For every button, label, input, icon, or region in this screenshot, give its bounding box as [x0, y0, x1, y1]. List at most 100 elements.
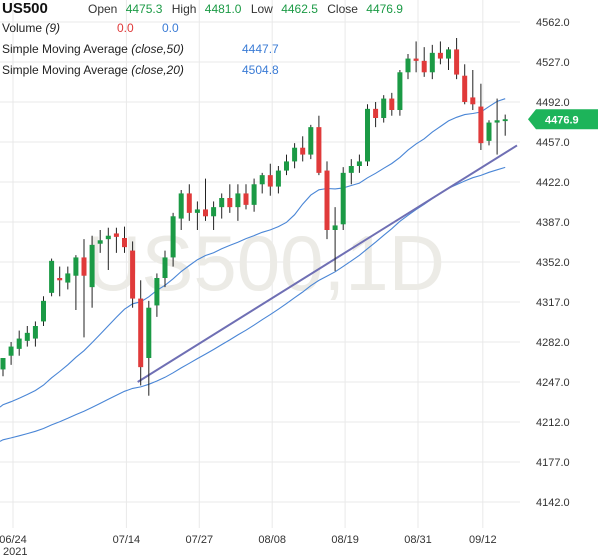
x-tick-label: 07/14 — [113, 534, 141, 546]
candle-body[interactable] — [8, 346, 14, 356]
x-tick-label: 08/08 — [258, 534, 286, 546]
volume-label: Volume — [2, 21, 43, 35]
current-price-badge — [528, 109, 598, 130]
x-tick-label: 06/24 — [0, 534, 27, 546]
volume-param: (9) — [45, 21, 61, 35]
sma20-label: Simple Moving Average — [2, 63, 128, 77]
sma20-value: 4504.8 — [242, 63, 279, 77]
candle-body[interactable] — [502, 119, 508, 122]
candle-body[interactable] — [284, 161, 289, 171]
candle-body[interactable] — [324, 170, 330, 230]
candle-body[interactable] — [478, 106, 484, 144]
candle-body[interactable] — [154, 278, 160, 306]
volume-legend[interactable]: Volume (9) — [2, 21, 60, 35]
candle-body[interactable] — [267, 175, 273, 187]
candle-body[interactable] — [178, 193, 184, 219]
candle-body[interactable] — [219, 198, 225, 208]
high-label: High — [171, 2, 197, 16]
candle-body[interactable] — [32, 326, 38, 339]
candle-body[interactable] — [243, 193, 249, 205]
candle-body[interactable] — [421, 60, 427, 73]
symbol-label[interactable]: US500 — [2, 0, 48, 17]
candle-body[interactable] — [462, 75, 468, 102]
candle-body[interactable] — [81, 257, 87, 276]
candle-body[interactable] — [162, 257, 168, 278]
candle-body[interactable] — [97, 240, 103, 244]
candle-body[interactable] — [389, 98, 395, 110]
candle-body[interactable] — [122, 238, 127, 248]
trendline[interactable] — [137, 144, 518, 383]
y-tick-label: 4352.0 — [536, 257, 570, 269]
candle-body[interactable] — [470, 97, 476, 105]
candle-body[interactable] — [332, 225, 338, 230]
candle-body[interactable] — [275, 170, 281, 187]
volume-value-2: 0.0 — [162, 21, 179, 35]
year-label: 2021 — [3, 546, 27, 558]
candle-body[interactable] — [365, 108, 370, 162]
candle-body[interactable] — [41, 300, 46, 322]
watermark-text: US500,1D — [85, 219, 445, 307]
candle-body[interactable] — [89, 244, 95, 288]
candle-body[interactable] — [446, 49, 451, 59]
candle-body[interactable] — [227, 198, 233, 208]
candle-body[interactable] — [413, 58, 419, 61]
candle-body[interactable] — [113, 233, 119, 237]
sma20-legend[interactable]: Simple Moving Average (close,20) — [2, 63, 184, 77]
candle-body[interactable] — [373, 108, 379, 118]
candle-body[interactable] — [138, 298, 144, 368]
current-price-label: 4476.9 — [545, 114, 579, 126]
candle-body[interactable] — [203, 209, 208, 217]
candle-body[interactable] — [437, 52, 443, 59]
sma20-param: (close,20) — [131, 63, 184, 77]
candle-body[interactable] — [251, 184, 257, 205]
candle-body[interactable] — [16, 338, 22, 349]
candle-body[interactable] — [348, 166, 354, 173]
candle-body[interactable] — [292, 147, 298, 162]
x-tick-label: 08/31 — [404, 534, 432, 546]
candle-body[interactable] — [454, 49, 460, 75]
candle-body[interactable] — [211, 207, 217, 217]
y-tick-label: 4457.0 — [536, 137, 570, 149]
candle-body[interactable] — [397, 72, 403, 110]
sma50-param: (close,50) — [131, 42, 184, 56]
candle-body[interactable] — [235, 193, 241, 208]
close-value: 4476.9 — [366, 2, 403, 16]
y-tick-label: 4212.0 — [536, 417, 570, 429]
candle-body[interactable] — [381, 98, 387, 118]
y-tick-label: 4317.0 — [536, 297, 570, 309]
x-tick-label: 09/12 — [469, 534, 497, 546]
candle-body[interactable] — [486, 122, 492, 141]
high-value: 4481.0 — [204, 2, 242, 16]
candle-body[interactable] — [340, 172, 346, 225]
candle-body[interactable] — [300, 147, 306, 155]
candle-body[interactable] — [24, 332, 30, 341]
candle-body[interactable] — [130, 250, 136, 299]
y-tick-label: 4387.0 — [536, 217, 570, 229]
candle-body[interactable] — [494, 120, 500, 123]
y-tick-label: 4422.0 — [536, 177, 570, 189]
candle-body[interactable] — [186, 193, 192, 213]
chart-header: US500 — [2, 0, 48, 17]
candle-body[interactable] — [429, 52, 435, 73]
candle-body[interactable] — [65, 273, 71, 283]
candle-body[interactable] — [316, 127, 322, 173]
y-tick-label: 4492.0 — [536, 97, 570, 109]
candle-body[interactable] — [146, 307, 152, 358]
candle-body[interactable] — [49, 260, 55, 293]
candle-body[interactable] — [0, 358, 6, 370]
candle-body[interactable] — [170, 216, 176, 258]
candle-body[interactable] — [194, 209, 200, 213]
close-label: Close — [327, 2, 358, 16]
sma50-legend[interactable]: Simple Moving Average (close,50) — [2, 42, 184, 56]
candle-body[interactable] — [308, 127, 314, 155]
candle-body[interactable] — [259, 175, 265, 185]
y-tick-label: 4282.0 — [536, 337, 570, 349]
candle-body[interactable] — [356, 161, 362, 166]
volume-value-1: 0.0 — [117, 21, 134, 35]
candle-body[interactable] — [57, 278, 63, 281]
candle-body[interactable] — [405, 58, 411, 73]
candle-body[interactable] — [105, 235, 111, 240]
candle-body[interactable] — [73, 257, 79, 276]
